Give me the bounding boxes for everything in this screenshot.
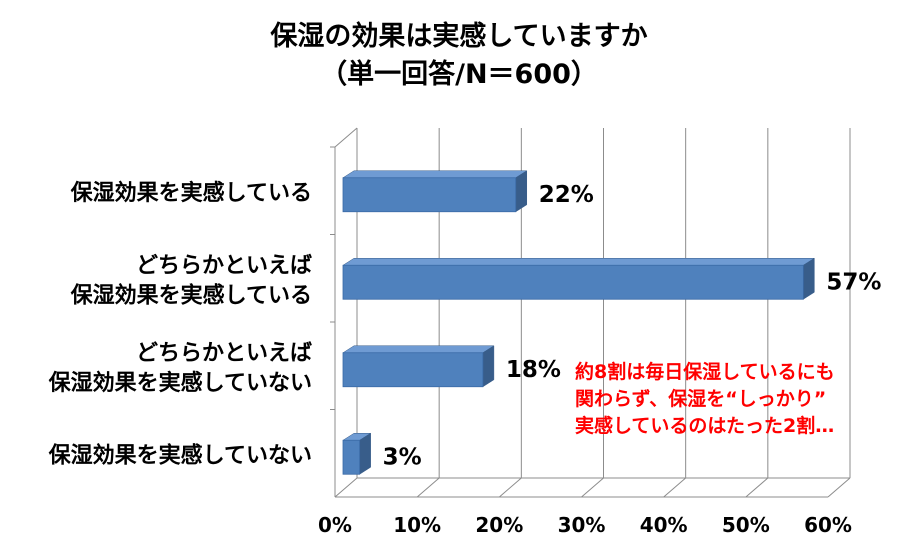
bar-top xyxy=(342,258,816,266)
category-label: どちらかといえば xyxy=(136,341,312,366)
x-tick-label: 0% xyxy=(318,513,352,537)
category-label: 保湿効果を実感している xyxy=(70,282,312,308)
category-label: どちらかといえば xyxy=(136,253,312,278)
bar-top xyxy=(342,170,528,178)
data-label: 22% xyxy=(539,182,594,208)
category-label: 保湿効果を実感していない xyxy=(48,370,312,396)
floor-gridline xyxy=(745,477,769,498)
wall-top-edge xyxy=(334,127,358,148)
floor-gridline xyxy=(827,477,851,498)
x-tick-label: 20% xyxy=(475,513,523,537)
data-label: 18% xyxy=(506,357,561,383)
bar-side xyxy=(482,345,495,388)
bar-side xyxy=(803,257,815,300)
data-label: 57% xyxy=(826,269,881,295)
data-label: 3% xyxy=(383,444,422,470)
bar-top xyxy=(342,345,495,353)
x-tick-label: 60% xyxy=(804,513,852,537)
bar-side xyxy=(359,432,371,475)
x-tick-label: 30% xyxy=(558,513,606,537)
bar-side xyxy=(515,170,528,213)
category-label: 保湿効果を実感している xyxy=(70,180,312,206)
x-tick-label: 40% xyxy=(640,513,688,537)
floor-gridline xyxy=(334,477,358,498)
x-tick-label: 10% xyxy=(393,513,441,537)
annotation-line-3: 実感しているのはたった2割… xyxy=(575,415,835,437)
annotation-line-2: 関わらず、保湿を“しっかり” xyxy=(575,388,827,410)
annotation-line-1: 約8割は毎日保湿しているにも xyxy=(575,361,835,383)
floor-gridline xyxy=(663,477,686,498)
chart-subtitle: （単一回答/N＝600） xyxy=(320,59,598,90)
bar xyxy=(342,352,484,388)
floor-gridline xyxy=(499,477,522,498)
category-label: 保湿効果を実感していない xyxy=(48,442,312,468)
bar xyxy=(342,177,517,213)
x-tick-label: 50% xyxy=(722,513,770,537)
floor-gridline xyxy=(581,477,604,498)
bar xyxy=(342,439,361,475)
bar xyxy=(342,264,804,300)
floor-gridline xyxy=(416,477,440,498)
chart-title: 保湿の効果は実感していますか xyxy=(270,21,648,52)
